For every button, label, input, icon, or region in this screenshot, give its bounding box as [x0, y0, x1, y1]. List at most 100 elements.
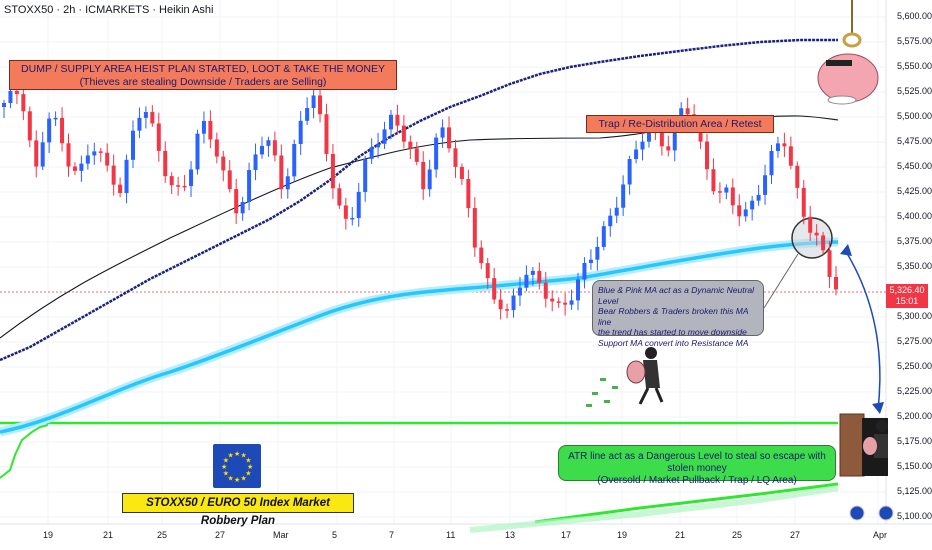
star-icon: ★: [223, 457, 229, 465]
candle-body: [34, 140, 39, 167]
trap-area-label: Trap / Re-Distribution Area / Retest: [586, 115, 774, 133]
atr-callout: ATR line act as a Dangerous Level to ste…: [558, 445, 836, 486]
candle-body: [595, 246, 600, 260]
robbery-plan-title: STOXX50 / EURO 50 Index Market Robbery P…: [122, 493, 354, 527]
candle-body: [782, 143, 787, 147]
candle-body: [576, 279, 581, 301]
candle-body: [466, 179, 471, 209]
time-axis-background: [0, 524, 932, 550]
candle-body: [775, 143, 780, 151]
candle-body: [401, 125, 406, 142]
candle-body: [472, 208, 477, 248]
candle-body: [588, 259, 593, 264]
candle-body: [659, 130, 664, 147]
candle-body: [279, 155, 284, 190]
price-tick-label: 5,600.00: [897, 11, 932, 21]
candle-body: [79, 163, 84, 171]
candle-body: [485, 263, 490, 279]
arrow-head-up-icon: [840, 244, 852, 256]
price-tick-label: 5,150.00: [897, 461, 932, 471]
candle-body: [53, 117, 58, 120]
lower-atr-glow: [469, 485, 839, 533]
candle-body: [343, 205, 348, 219]
candle-body: [124, 159, 129, 194]
candle-body: [537, 270, 542, 283]
price-axis-background: [886, 0, 932, 524]
candle-body: [543, 282, 548, 299]
ma-callout-line: the trend has started to move downside: [598, 327, 747, 337]
candle-body: [492, 278, 497, 300]
candle-body: [640, 141, 645, 150]
chart-header-title: STOXX50 · 2h · ICMARKETS · Heikin Ashi: [4, 4, 214, 16]
candle-body: [66, 143, 71, 167]
ma-callout-line: Blue & Pink MA act as a Dynamic Neutral …: [598, 285, 755, 306]
candle-body: [808, 216, 813, 233]
time-tick-label: 17: [561, 530, 572, 540]
projection-arrow: [844, 249, 881, 411]
candle-body: [563, 302, 568, 305]
price-tick-label: 5,300.00: [897, 311, 932, 321]
price-tick-label: 5,500.00: [897, 111, 932, 121]
star-icon: ★: [228, 452, 234, 460]
candle-body: [376, 143, 381, 148]
candle-body: [517, 287, 522, 296]
atr-step-line: [0, 424, 49, 479]
ma-callout: Blue & Pink MA act as a Dynamic Neutral …: [592, 280, 764, 348]
candle-body: [730, 187, 735, 206]
candle-body: [182, 185, 187, 188]
candle-body: [582, 263, 587, 280]
time-tick-label: 11: [446, 530, 456, 540]
candle-body: [240, 202, 245, 214]
candle-body: [298, 120, 303, 145]
price-tick-label: 5,125.00: [897, 486, 932, 496]
candle-body: [434, 137, 439, 170]
price-tick-label: 5,225.00: [897, 386, 932, 396]
candle-body: [85, 155, 90, 164]
thief-door-icon: [839, 413, 888, 477]
time-tick-label: 7: [389, 530, 395, 540]
candle-body: [795, 165, 800, 188]
eu-badge-icon: [849, 505, 894, 521]
time-tick-label: 21: [675, 530, 686, 540]
candle-body: [601, 226, 606, 247]
candle-body: [763, 175, 768, 195]
candle-body: [350, 217, 355, 220]
candle-body: [47, 118, 52, 143]
atr-callout-line1: ATR line act as a Dangerous Level to ste…: [568, 451, 826, 474]
candle-body: [737, 205, 742, 217]
candle-body: [382, 129, 387, 144]
candle-body: [195, 133, 200, 170]
time-tick-label: Apr: [873, 530, 888, 540]
candle-body: [550, 298, 555, 302]
candle-body: [40, 142, 45, 167]
star-icon: ★: [234, 450, 240, 458]
candle-body: [569, 300, 574, 305]
ma-callout-line: Bear Robbers & Traders broken this MA li…: [598, 306, 749, 327]
moving-average-navy: [0, 38, 838, 362]
bar-countdown: 15:01: [895, 296, 919, 306]
candle-body: [169, 176, 174, 186]
candle-body: [105, 152, 110, 166]
candle-body: [621, 184, 626, 208]
candle-body: [427, 169, 432, 190]
candle-body: [556, 301, 561, 303]
thief-pig-icon: [817, 0, 879, 105]
candle-body: [285, 176, 290, 190]
atr-callout-line2: (Oversold / Market Pullback / Trap / LQ …: [597, 475, 797, 486]
candle-body: [646, 129, 651, 142]
candle-body: [305, 107, 310, 121]
candle-body: [92, 151, 97, 156]
candle-body: [756, 194, 761, 201]
candle-body: [801, 187, 806, 217]
supply-area-label-line2: (Thieves are stealing Downside / Traders…: [79, 76, 327, 88]
candle-body: [750, 200, 755, 210]
price-tick-label: 5,550.00: [897, 61, 932, 71]
time-tick-label: 19: [617, 530, 628, 540]
candle-body: [337, 188, 342, 206]
candle-body: [330, 153, 335, 189]
time-tick-label: 5: [332, 530, 338, 540]
money-icon: [586, 378, 618, 407]
candle-body: [356, 191, 361, 218]
candle-body: [137, 117, 142, 131]
